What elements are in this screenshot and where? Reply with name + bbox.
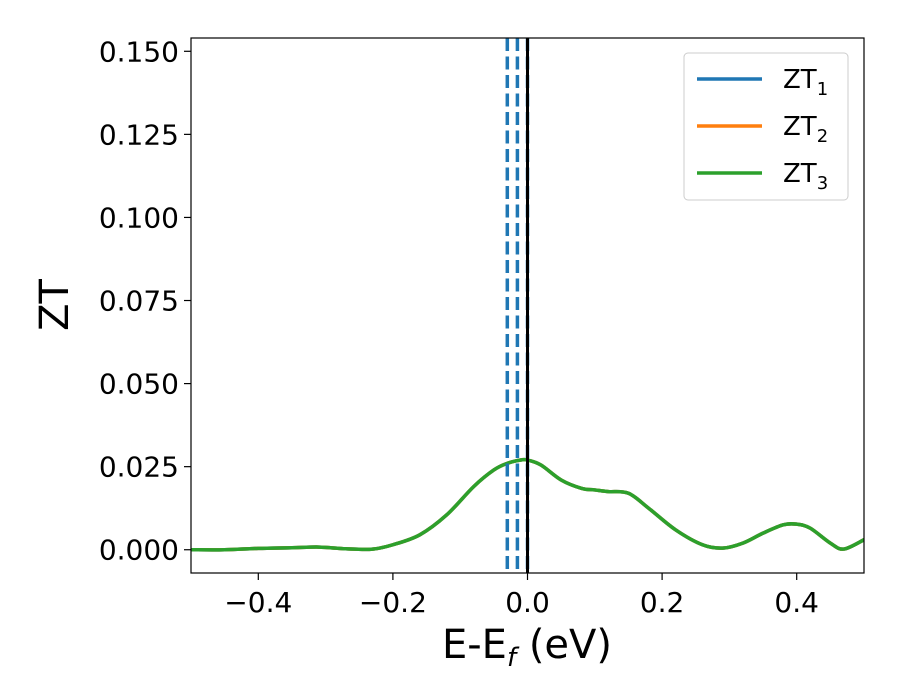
x-tick-label: −0.2 [359,586,427,619]
y-tick-label: 0.025 [99,451,179,484]
vline-layer [505,38,530,573]
x-axis-title-suffix: (eV) [516,622,612,668]
x-axis-title: E-Ef (eV) [442,622,612,673]
series-line-zt3 [191,457,864,552]
legend-box [683,52,849,201]
y-axis: 0.000 0.025 0.050 0.075 0.100 0.125 0.150 [99,35,191,567]
y-tick-label: 0.000 [99,534,179,567]
x-tick-label: 0.2 [640,586,685,619]
y-tick-label: 0.100 [99,201,179,234]
legend-label-zt1: ZT1 [783,65,828,100]
y-tick-label: 0.150 [99,35,179,68]
x-tick-label: 0.0 [505,586,550,619]
x-tick-label: −0.4 [224,586,292,619]
x-tick-label: 0.4 [774,586,819,619]
y-axis-title: ZT [32,279,78,331]
y-tick-label: 0.075 [99,285,179,318]
x-axis-title-main: E-E [442,622,507,668]
legend-label-zt2: ZT2 [783,112,828,147]
x-axis: −0.4 −0.2 0.0 0.2 0.4 [224,573,819,619]
legend: ZT1 ZT2 ZT3 [683,52,849,201]
y-tick-label: 0.125 [99,118,179,151]
y-tick-label: 0.050 [99,368,179,401]
legend-label-zt3: ZT3 [783,159,828,194]
series-layer [191,457,864,552]
